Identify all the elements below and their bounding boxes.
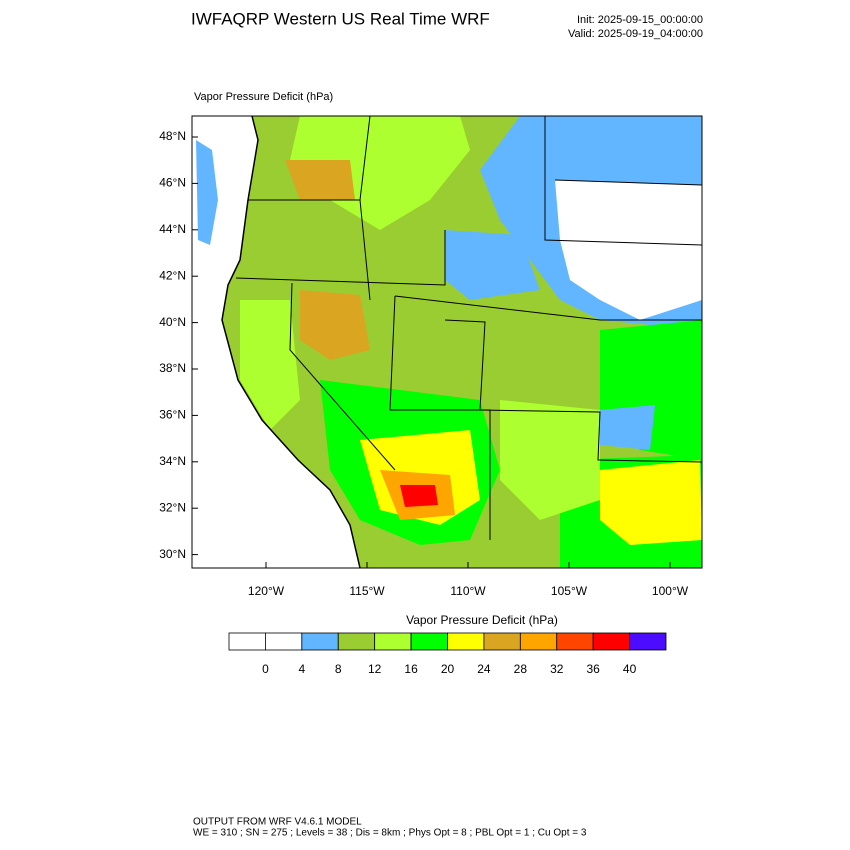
map-field [192, 116, 702, 568]
colorbar-box [410, 632, 448, 651]
colorbar-box [301, 632, 339, 651]
footer-line: WE = 310 ; SN = 275 ; Levels = 38 ; Dis … [193, 828, 587, 839]
colorbar-label: 20 [441, 662, 455, 676]
colorbar-box [228, 632, 266, 651]
colorbar-label: 0 [262, 662, 269, 676]
lat-label: 34°N [159, 454, 186, 468]
colorbar-label: 24 [477, 662, 491, 676]
colorbar-box [374, 632, 412, 651]
map-title: Vapor Pressure Deficit (hPa) [194, 91, 333, 103]
colorbar-label: 8 [335, 662, 342, 676]
lat-label: 48°N [159, 129, 186, 143]
map-frame [191, 115, 703, 569]
lat-label: 42°N [159, 268, 186, 282]
colorbar-box [265, 632, 303, 651]
colorbar-box [519, 632, 558, 651]
lat-label: 30°N [159, 547, 186, 561]
colorbar-box [447, 632, 485, 651]
colorbar-box [629, 632, 667, 651]
lon-label: 110°W [450, 584, 486, 598]
colorbar-box [592, 632, 630, 651]
colorbar-label: 28 [514, 662, 528, 676]
colorbar-box [337, 632, 376, 651]
colorbar-label: 40 [623, 662, 637, 676]
lat-label: 32°N [159, 500, 186, 514]
init-time: Init: 2025-09-15_00:00:00 [577, 14, 703, 26]
colorbar-label: 12 [368, 662, 382, 676]
colorbar-title: Vapor Pressure Deficit (hPa) [406, 613, 558, 627]
colorbar-box [483, 632, 521, 651]
colorbar-label: 32 [550, 662, 564, 676]
lat-label: 36°N [159, 408, 186, 422]
colorbar-label: 36 [586, 662, 600, 676]
lat-label: 46°N [159, 176, 186, 190]
colorbar-label: 4 [298, 662, 305, 676]
lat-label: 38°N [159, 361, 186, 375]
footer-line: OUTPUT FROM WRF V4.6.1 MODEL [193, 817, 362, 828]
title: IWFAQRP Western US Real Time WRF [191, 9, 490, 28]
colorbar-box [556, 632, 594, 651]
lat-label: 44°N [159, 222, 186, 236]
lon-label: 100°W [652, 584, 689, 598]
lon-label: 120°W [248, 584, 285, 598]
lat-label: 40°N [159, 315, 186, 329]
colorbar: 0 4 8 12 16 20 24 28 32 36 40 [228, 632, 667, 676]
lon-label: 115°W [349, 584, 385, 598]
lon-label: 105°W [551, 584, 588, 598]
colorbar-label: 16 [404, 662, 418, 676]
valid-time: Valid: 2025-09-19_04:00:00 [568, 28, 703, 40]
